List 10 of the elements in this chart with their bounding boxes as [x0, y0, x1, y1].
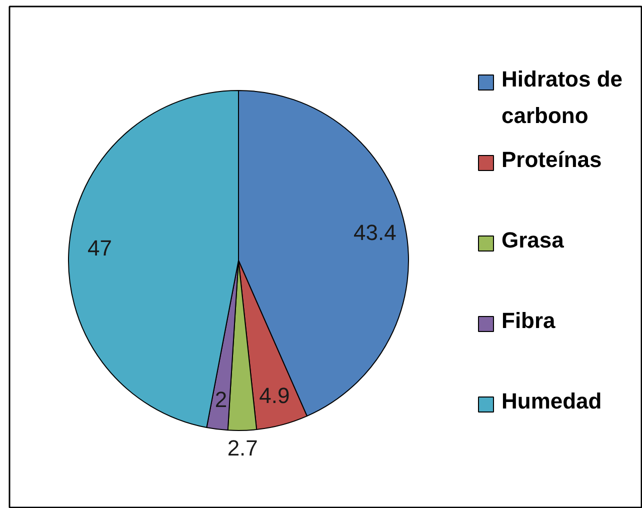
legend-label: Fibra: [502, 308, 556, 333]
data-label: 43.4: [354, 220, 396, 245]
data-label: 4.9: [259, 383, 290, 408]
legend-label: Hidratos de carbono: [502, 66, 623, 128]
data-label: 2.7: [227, 435, 258, 460]
legend-label: Humedad: [502, 388, 602, 414]
data-label: 47: [87, 235, 112, 260]
legend-label: Grasa: [502, 228, 565, 252]
data-label: 2: [214, 386, 228, 412]
legend-label: Proteínas: [502, 147, 602, 172]
